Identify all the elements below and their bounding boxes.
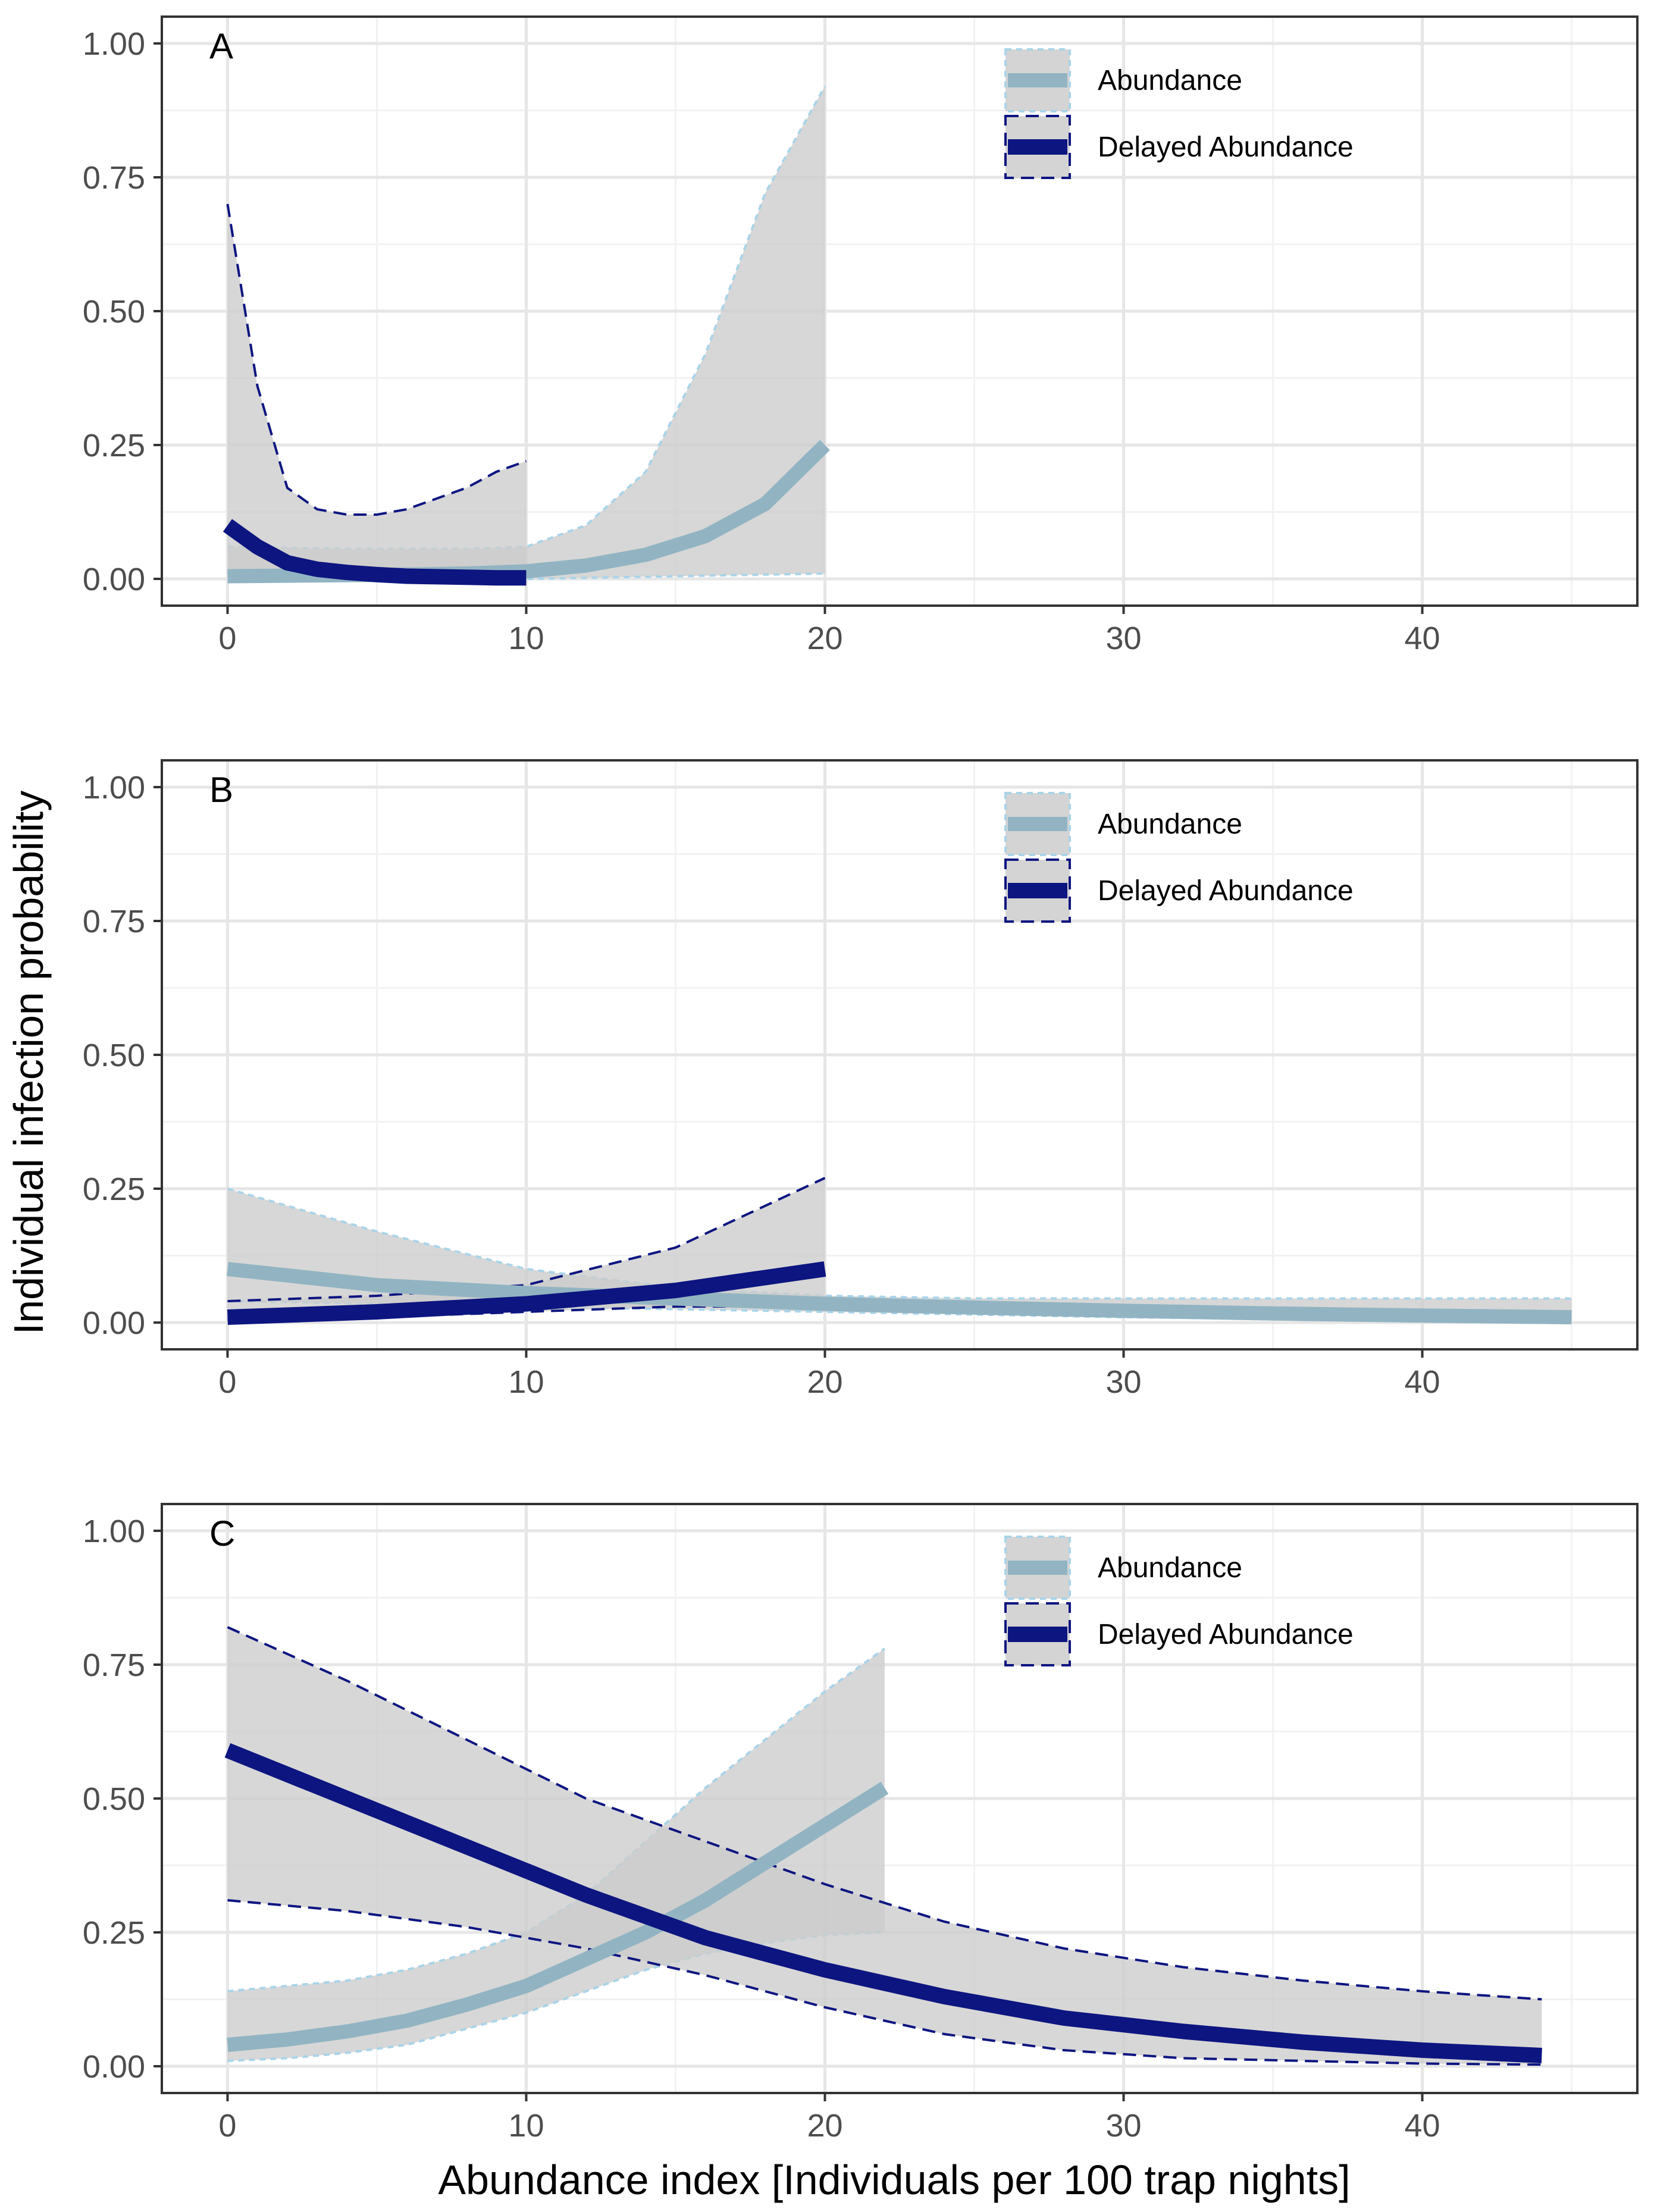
panel-a-x-tick-label: 10 [508, 621, 544, 656]
panel-b-x-tick-label: 40 [1405, 1364, 1440, 1400]
panel-a-x-tick-label: 30 [1105, 621, 1141, 656]
panel-a-tag: A [209, 26, 233, 66]
panel-c-x-tick-label: 40 [1405, 2108, 1440, 2144]
panel-a-y-tick-label: 0.00 [83, 562, 145, 597]
panel-c-tag: C [209, 1514, 235, 1553]
legend-abundance-label: Abundance [1098, 65, 1242, 96]
figure: 0 10 20 30 40 0.00 0.25 0.50 0.75 1.00 A Abundance D… [0, 0, 1654, 2212]
panel-b-y-tick-label: 0.50 [83, 1038, 145, 1073]
panel-c-y-tick-label: 0.00 [83, 2049, 145, 2085]
panel-c-y-tick-label: 0.25 [83, 1915, 145, 1951]
y-axis-title: Individual infection probability [5, 791, 52, 1334]
panel-a-y-tick-label: 1.00 [83, 26, 145, 62]
legend-delayed-label: Delayed Abundance [1098, 1619, 1354, 1650]
legend-abundance-label: Abundance [1098, 1552, 1242, 1584]
legend-delayed-label: Delayed Abundance [1098, 131, 1354, 163]
panels: 0 10 20 30 40 0.00 0.25 0.50 0.75 1.00 A Abundance D… [83, 17, 1637, 2144]
panel-c-y-tick-label: 0.75 [83, 1647, 145, 1683]
panel-c-x-tick-label: 20 [807, 2108, 842, 2144]
panel-b-x-tick-label: 20 [807, 1364, 842, 1400]
panel-c-y-tick-label: 0.50 [83, 1781, 145, 1817]
panel-a-x-tick-label: 0 [218, 621, 236, 656]
panel-c: 0 10 20 30 40 0.00 0.25 0.50 0.75 1.00 C Abundance D… [83, 1504, 1637, 2144]
panel-a: 0 10 20 30 40 0.00 0.25 0.50 0.75 1.00 A Abundance D… [83, 17, 1637, 656]
panel-a-x-tick-label: 20 [807, 621, 842, 656]
panel-b-tag: B [209, 770, 233, 810]
legend-abundance-label: Abundance [1098, 809, 1242, 840]
panel-a-y-tick-label: 0.25 [83, 428, 145, 463]
panel-a-x-tick-label: 40 [1405, 621, 1440, 656]
panel-b-y-tick-label: 0.75 [83, 904, 145, 939]
panel-b-y-tick-label: 1.00 [83, 770, 145, 806]
panel-c-x-tick-label: 0 [218, 2108, 236, 2144]
panel-b-x-tick-label: 10 [508, 1364, 544, 1400]
panel-b: 0 10 20 30 40 0.00 0.25 0.50 0.75 1.00 B Abundance D… [83, 760, 1637, 1400]
panel-a-y-tick-label: 0.75 [83, 160, 145, 196]
panel-a-y-tick-label: 0.50 [83, 294, 145, 330]
panel-b-y-tick-label: 0.25 [83, 1171, 145, 1207]
panel-c-x-tick-label: 10 [508, 2108, 544, 2144]
legend-delayed-label: Delayed Abundance [1098, 875, 1354, 907]
panel-b-x-tick-label: 0 [218, 1364, 236, 1400]
panel-c-x-tick-label: 30 [1105, 2108, 1141, 2144]
panel-b-y-tick-label: 0.00 [83, 1305, 145, 1341]
panel-b-x-tick-label: 30 [1105, 1364, 1141, 1400]
x-axis-title: Abundance index [Individuals per 100 tra… [438, 2157, 1350, 2203]
panel-c-y-tick-label: 1.00 [83, 1514, 145, 1549]
